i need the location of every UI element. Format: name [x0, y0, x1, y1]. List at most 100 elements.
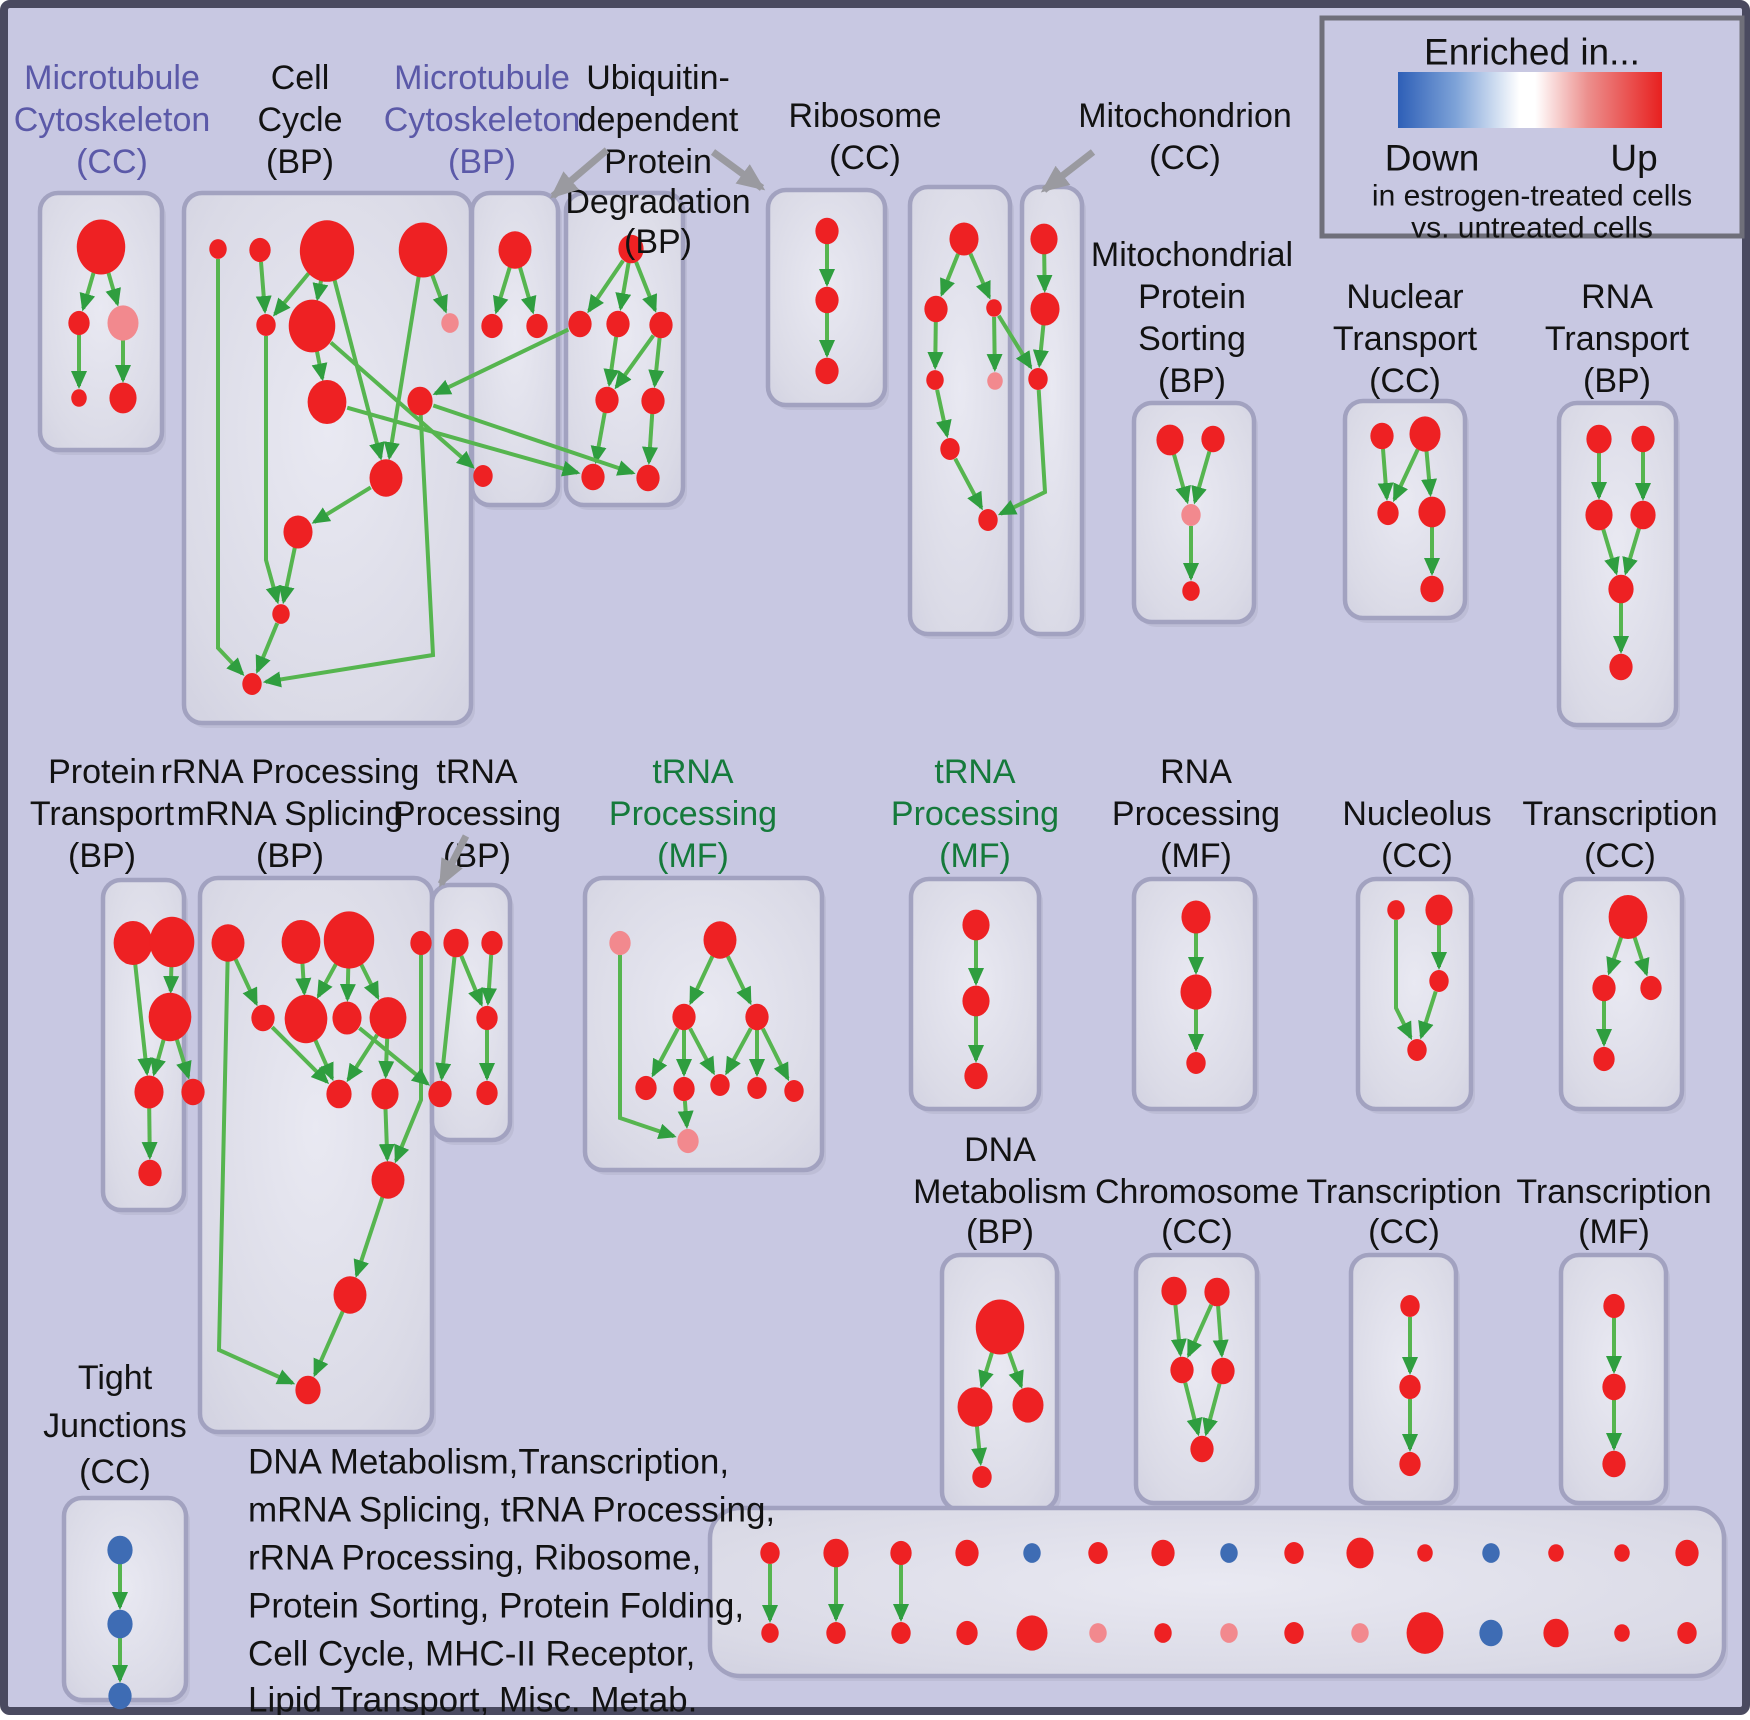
node-upd1-R	[606, 310, 630, 338]
node-rrna-RR13	[295, 1375, 321, 1405]
legend-gradient-bar	[1398, 72, 1662, 128]
node-rrna-RR11	[371, 1161, 405, 1199]
node-rrna-RR8	[369, 997, 407, 1039]
node-mito-M3	[1028, 368, 1048, 390]
edge-chromosome-3	[1183, 1382, 1203, 1437]
node-transc-cc-bot-X3	[1399, 1451, 1421, 1477]
edge-upd1-2	[634, 261, 658, 313]
node-cell-cycle-cc10	[369, 459, 403, 497]
node-trna-bp-TB1	[443, 928, 469, 958]
node-ribosome-R5	[987, 372, 1003, 390]
cluster-label-rna-proc-line-2: (MF)	[1160, 837, 1232, 875]
node-transc-mf-Y2	[1602, 1373, 1626, 1401]
node-rrna-RR1	[211, 924, 245, 962]
cross-edge-2	[346, 405, 581, 477]
node-transc-cc-mid-TC4	[1593, 1046, 1615, 1072]
edge-pt-4	[141, 1107, 158, 1160]
cluster-label-mito-line-0: Mitochondrion	[1078, 97, 1292, 135]
annotation-arrow-3	[437, 834, 470, 888]
node-cell-cycle-cc2	[249, 237, 271, 263]
cluster-label-trna-mf-big-line-2: (MF)	[657, 837, 729, 875]
node-mt-bp-W	[473, 465, 493, 487]
cluster-label-ribosome-line-0: Ribosome	[788, 97, 941, 135]
node-transc-cc-mid-TC3	[1640, 975, 1662, 1001]
cluster-box-chromosome	[1133, 1252, 1260, 1506]
edge-nt-1	[1392, 448, 1420, 503]
edge-nt-2	[1421, 450, 1438, 498]
edge-rrna-13	[216, 960, 296, 1385]
node-trna-mf-big-TM3	[672, 1003, 696, 1031]
edge-ribosome-4	[935, 389, 952, 439]
node-chromosome-C3	[1170, 1356, 1194, 1384]
legend-subtitle-1: in estrogen-treated cells	[1372, 180, 1692, 213]
node-nucleolus-NU2	[1425, 894, 1453, 926]
wide-node-top-7	[1220, 1543, 1238, 1563]
edge-cell-cycle-0	[255, 261, 272, 314]
node-mt-bp-T	[498, 231, 532, 269]
edge-mt-bp-0	[493, 266, 512, 315]
legend-title: Enriched in...	[1424, 32, 1640, 73]
node-mito-M2	[1030, 292, 1060, 326]
node-transc-cc-mid-TC2	[1592, 974, 1616, 1002]
node-trna-mf-big-TM1	[609, 930, 631, 956]
edge-trna-bp-0	[435, 956, 457, 1082]
cluster-label-dna-met-line-2: (BP)	[966, 1213, 1034, 1251]
node-transc-cc-bot-X2	[1399, 1374, 1421, 1400]
node-pt-PT2	[149, 916, 195, 968]
wide-node-bottom-14	[1677, 1622, 1697, 1644]
cross-edge-1	[432, 327, 570, 396]
cluster-label-transc-mf-line-1: (MF)	[1578, 1213, 1650, 1251]
cluster-label-cell-cycle-line-0: Cell	[271, 59, 330, 97]
node-dna-met-D4	[972, 1466, 992, 1488]
cluster-label-trna-mf-2-line-0: tRNA	[934, 753, 1016, 791]
cluster-label-tight-junctions-line-2: (CC)	[79, 1453, 151, 1491]
node-trna-mf-big-TM2	[703, 921, 737, 959]
cluster-label-upd1-line-2: Protein	[604, 143, 712, 181]
edge-rrna-4	[359, 963, 380, 1001]
cluster-label-tight-junctions-line-1: Junctions	[43, 1407, 187, 1445]
node-mps-MP3	[1181, 504, 1201, 526]
node-nt-NT3	[1377, 500, 1399, 526]
cluster-label-transc-cc-mid-line-0: Transcription	[1522, 795, 1717, 833]
cluster-label-mps-line-0: Mitochondrial	[1091, 236, 1293, 274]
node-rt-RT1	[1586, 424, 1612, 454]
node-chromosome-C1	[1161, 1276, 1187, 1306]
node-dna-met-D3	[1012, 1387, 1044, 1423]
node-mps-MP4	[1182, 581, 1200, 601]
edge-trna-mf-big-4	[688, 1027, 716, 1076]
cluster-box-upd1	[563, 190, 686, 508]
edge-trna-bp-2	[481, 954, 497, 1006]
edge-mps-0	[1172, 453, 1191, 505]
edge-rrna-3	[339, 966, 356, 1002]
node-nucleolus-NU4	[1407, 1039, 1427, 1061]
wide-node-top-5	[1088, 1542, 1108, 1564]
edge-pt-1	[163, 965, 180, 994]
node-transc-mf-Y3	[1602, 1450, 1626, 1478]
wide-node-top-14	[1675, 1539, 1699, 1567]
node-pt-PT6	[138, 1159, 162, 1187]
node-upd2-C	[815, 357, 839, 385]
node-rna-proc-RP1	[1181, 900, 1211, 934]
cluster-label-transc-cc-bot-line-1: (CC)	[1368, 1213, 1440, 1251]
edge-dna-met-1	[1006, 1350, 1024, 1390]
cluster-label-nucleolus-line-0: Nucleolus	[1342, 795, 1491, 833]
node-upd1-T2	[595, 386, 619, 414]
cluster-label-mps-line-1: Protein	[1138, 278, 1246, 316]
edge-upd1-7	[642, 413, 658, 465]
node-cell-cycle-cc1	[209, 239, 227, 259]
edge-upd1-0	[587, 259, 625, 314]
wide-node-bottom-6	[1154, 1623, 1172, 1643]
cluster-label-mt-bp-line-0: Microtubule	[394, 59, 570, 97]
edge-mt-bp-1	[518, 266, 537, 315]
edge-cell-cycle-5	[383, 275, 421, 461]
edge-rrna-10	[353, 1196, 385, 1278]
wide-node-bottom-8	[1284, 1622, 1304, 1644]
cluster-label-trna-bp-line-0: tRNA	[436, 753, 518, 791]
cluster-label-mt-cc-line-1: Cytoskeleton	[14, 101, 211, 139]
edge-chromosome-2	[1212, 1305, 1229, 1358]
edge-rrna-1	[295, 962, 312, 997]
node-upd1-U2	[641, 387, 665, 415]
annotation-text-line-4: Cell Cycle, MHC-II Receptor,	[248, 1635, 695, 1674]
wide-node-top-0	[760, 1542, 780, 1564]
node-cell-cycle-cc12	[272, 604, 290, 624]
